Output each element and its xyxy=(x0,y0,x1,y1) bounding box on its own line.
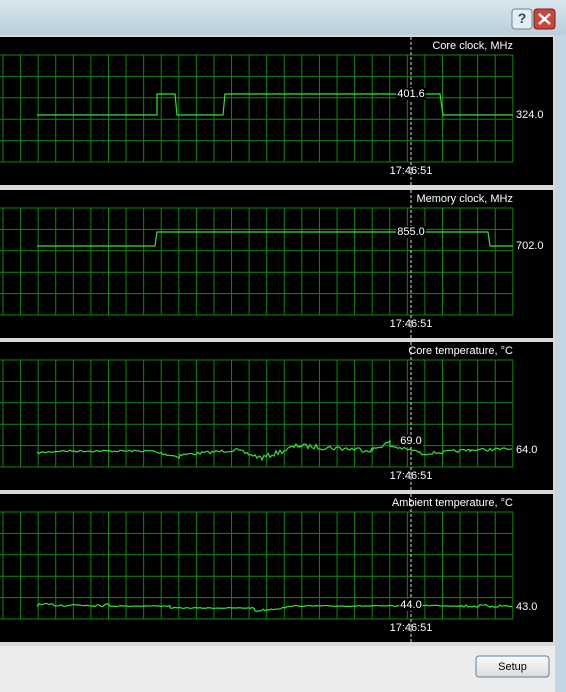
panel-separator xyxy=(0,490,553,494)
panel-title: Memory clock, MHz xyxy=(416,193,513,205)
panel-title: Core temperature, °C xyxy=(408,345,513,357)
cursor-time: 17:46:51 xyxy=(390,470,433,482)
panel-separator xyxy=(0,185,553,189)
panel-separator xyxy=(0,642,553,646)
cursor-value-backdrop xyxy=(399,598,423,611)
graph-trace xyxy=(36,602,513,612)
graph-panel: Memory clock, MHz 855.0 702.0 17:46:51 xyxy=(0,190,553,338)
title-bar xyxy=(0,0,566,35)
panel-title: Core clock, MHz xyxy=(432,40,513,52)
current-value: 702.0 xyxy=(516,240,544,252)
graph-trace xyxy=(37,93,513,116)
graph-background xyxy=(0,37,553,185)
current-value: 324.0 xyxy=(516,109,544,121)
footer xyxy=(0,646,555,692)
setup-label: Setup xyxy=(498,661,527,673)
graph-background xyxy=(0,342,553,490)
graph-trace xyxy=(37,231,513,247)
cursor-value-backdrop xyxy=(399,434,423,447)
graph-panel: Core temperature, °C 69.0 64.0 17:46:51 xyxy=(0,342,553,490)
graph-panel: Core clock, MHz 401.6 324.0 17:46:51 xyxy=(0,37,553,185)
graph-background xyxy=(0,494,553,642)
cursor-value: 401.6 xyxy=(397,88,425,100)
cursor-value-backdrop xyxy=(396,225,426,238)
cursor-value-backdrop xyxy=(396,87,426,100)
graphs: Core clock, MHz401.6324.017:46:51Memory … xyxy=(0,37,553,646)
help-button[interactable]: ? xyxy=(511,8,533,30)
svg-text:?: ? xyxy=(518,10,527,26)
panel-title: Ambient temperature, °C xyxy=(392,497,513,509)
panel-separator xyxy=(0,338,553,342)
setup-button[interactable]: Setup xyxy=(475,655,550,678)
cursor-value: 69.0 xyxy=(400,435,421,447)
cursor-time: 17:46:51 xyxy=(390,622,433,634)
current-value: 64.0 xyxy=(516,444,537,456)
graph-trace xyxy=(36,439,513,462)
cursor-time: 17:46:51 xyxy=(390,318,433,330)
graph-background xyxy=(0,190,553,338)
graph-panel: Ambient temperature, °C 44.0 43.0 17:46:51 xyxy=(0,494,553,642)
close-button[interactable] xyxy=(533,8,556,30)
cursor-value: 855.0 xyxy=(397,226,425,238)
cursor-value: 44.0 xyxy=(400,599,421,611)
current-value: 43.0 xyxy=(516,601,537,613)
cursor-time: 17:46:51 xyxy=(390,165,433,177)
